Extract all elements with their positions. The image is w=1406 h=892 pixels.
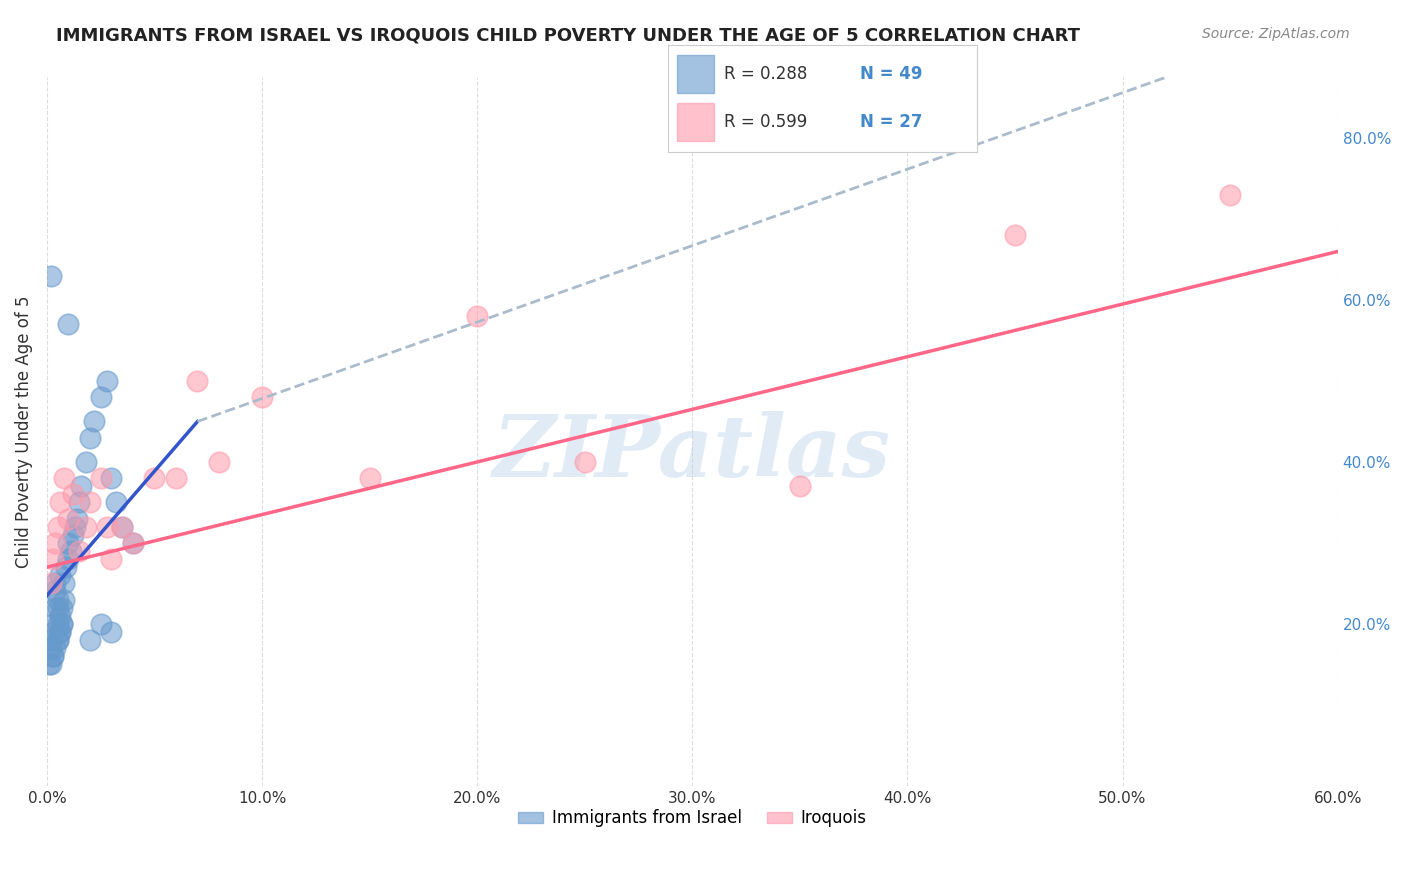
Legend: Immigrants from Israel, Iroquois: Immigrants from Israel, Iroquois <box>512 803 873 834</box>
Point <box>143 471 166 485</box>
Point <box>59 544 82 558</box>
Point <box>55 560 77 574</box>
Point <box>75 455 97 469</box>
Point <box>789 479 811 493</box>
Point <box>46 520 69 534</box>
Point <box>42 616 65 631</box>
Point <box>58 552 80 566</box>
Text: ZIPatlas: ZIPatlas <box>494 411 891 494</box>
Point <box>62 487 84 501</box>
Bar <box>678 55 714 93</box>
Point <box>111 520 134 534</box>
Text: R = 0.599: R = 0.599 <box>724 112 807 130</box>
Point <box>90 471 112 485</box>
Point <box>79 495 101 509</box>
Point <box>75 520 97 534</box>
Point <box>359 471 381 485</box>
Point <box>42 624 65 639</box>
Point <box>63 520 86 534</box>
Point <box>122 536 145 550</box>
Point <box>42 649 65 664</box>
Point <box>111 520 134 534</box>
Point <box>49 495 72 509</box>
Point <box>46 633 69 648</box>
Point <box>100 471 122 485</box>
Text: IMMIGRANTS FROM ISRAEL VS IROQUOIS CHILD POVERTY UNDER THE AGE OF 5 CORRELATION : IMMIGRANTS FROM ISRAEL VS IROQUOIS CHILD… <box>56 27 1080 45</box>
Point <box>67 544 90 558</box>
Text: N = 49: N = 49 <box>859 64 922 82</box>
Point <box>96 520 118 534</box>
Point <box>100 552 122 566</box>
Point <box>165 471 187 485</box>
Point <box>44 576 66 591</box>
Point <box>58 536 80 550</box>
Point <box>39 641 62 656</box>
Point <box>46 616 69 631</box>
Point <box>186 374 208 388</box>
Point <box>67 495 90 509</box>
Point <box>70 479 93 493</box>
Point <box>46 592 69 607</box>
Point <box>39 268 62 283</box>
Point <box>90 390 112 404</box>
Point <box>122 536 145 550</box>
Point <box>44 584 66 599</box>
Point <box>51 616 73 631</box>
Point <box>1004 228 1026 243</box>
Point <box>44 641 66 656</box>
Point <box>49 624 72 639</box>
Text: R = 0.288: R = 0.288 <box>724 64 807 82</box>
Point <box>465 310 488 324</box>
Point <box>49 624 72 639</box>
Point <box>250 390 273 404</box>
Point <box>58 318 80 332</box>
Point <box>44 600 66 615</box>
Point <box>58 511 80 525</box>
Point <box>39 633 62 648</box>
Point <box>49 608 72 623</box>
Point <box>51 600 73 615</box>
Point <box>51 616 73 631</box>
Point <box>83 415 105 429</box>
Text: Source: ZipAtlas.com: Source: ZipAtlas.com <box>1202 27 1350 41</box>
Point <box>104 495 127 509</box>
Text: N = 27: N = 27 <box>859 112 922 130</box>
Y-axis label: Child Poverty Under the Age of 5: Child Poverty Under the Age of 5 <box>15 295 32 568</box>
Point <box>49 568 72 582</box>
Point <box>79 431 101 445</box>
Point <box>100 624 122 639</box>
Point <box>96 374 118 388</box>
Point <box>62 528 84 542</box>
Point <box>53 576 76 591</box>
Bar <box>678 103 714 141</box>
Point <box>208 455 231 469</box>
Point <box>574 455 596 469</box>
Point <box>46 633 69 648</box>
Point <box>44 536 66 550</box>
Point <box>39 576 62 591</box>
Point <box>1219 187 1241 202</box>
Point <box>53 592 76 607</box>
Point <box>39 657 62 672</box>
Point <box>66 511 89 525</box>
Point <box>46 600 69 615</box>
Point <box>90 616 112 631</box>
Point <box>42 649 65 664</box>
Point <box>53 471 76 485</box>
Point <box>79 633 101 648</box>
Point <box>38 657 60 672</box>
Point <box>42 552 65 566</box>
